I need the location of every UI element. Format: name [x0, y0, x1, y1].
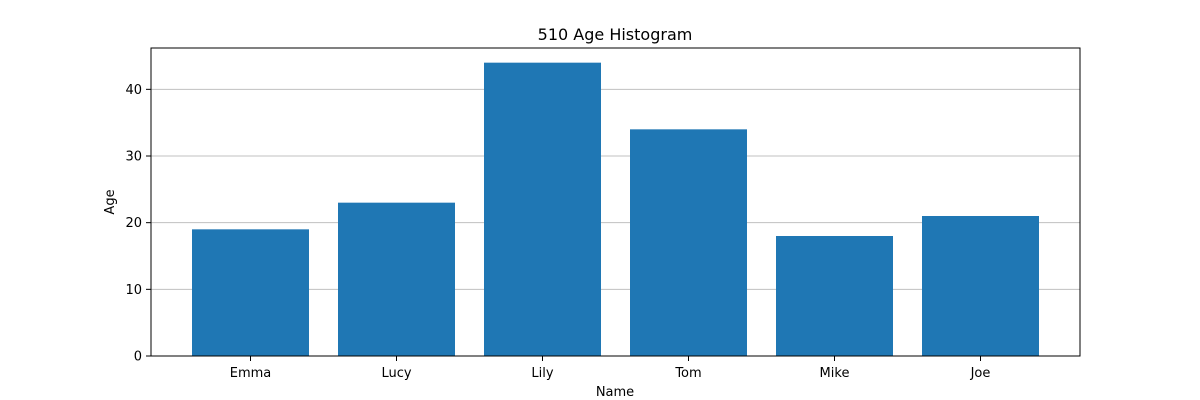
- x-axis-label: Name: [596, 385, 634, 400]
- y-tick-label: 30: [125, 150, 142, 165]
- x-tick-label: Mike: [820, 366, 850, 381]
- y-tick-label: 40: [125, 83, 142, 98]
- x-tick-label: Tom: [674, 366, 701, 381]
- x-tick-label: Joe: [970, 366, 991, 381]
- bar-tom: [630, 129, 747, 356]
- y-tick-label: 0: [134, 350, 142, 365]
- x-axis-ticks: Emma Lucy Lily Tom Mike Joe: [230, 356, 991, 381]
- x-tick-label: Emma: [230, 366, 272, 381]
- x-tick-label: Lily: [531, 366, 553, 381]
- bar-emma: [192, 229, 309, 356]
- bar-lucy: [338, 202, 455, 356]
- bars: [192, 62, 1039, 357]
- chart-title: 510 Age Histogram: [538, 25, 693, 44]
- x-tick-label: Lucy: [381, 366, 411, 381]
- bar-joe: [922, 216, 1039, 356]
- y-tick-label: 10: [125, 283, 142, 298]
- plot-frame: [150, 47, 1081, 357]
- y-tick-label: 20: [125, 216, 142, 231]
- y-axis-ticks: 0 10 20 30 40: [125, 83, 151, 365]
- bar-lily: [484, 62, 601, 357]
- bar-mike: [776, 236, 893, 356]
- y-axis-label: Age: [103, 189, 118, 214]
